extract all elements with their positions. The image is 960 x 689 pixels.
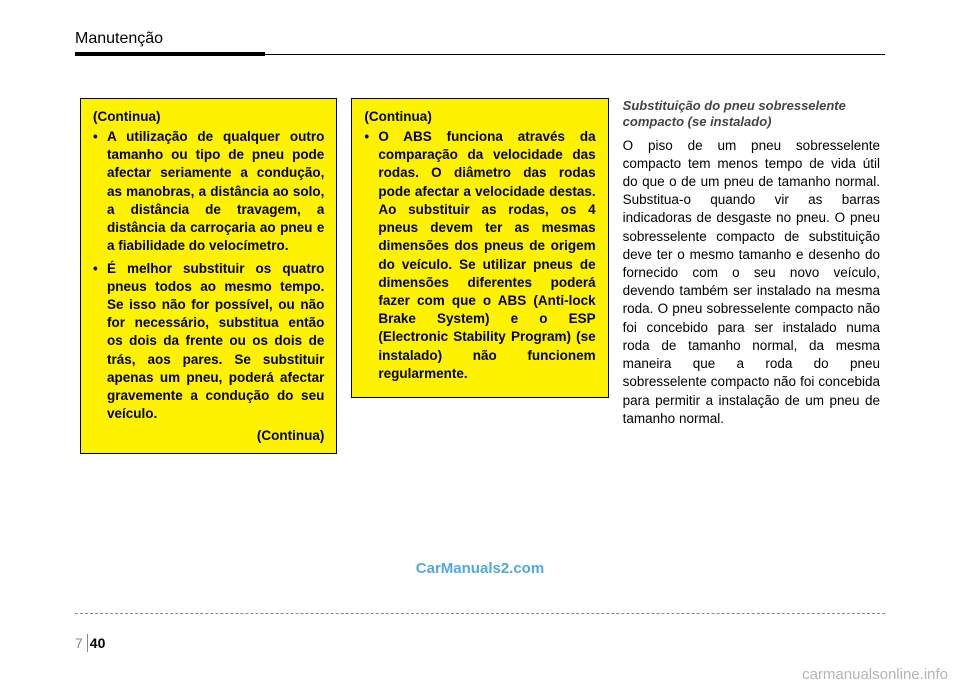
body-paragraph: O piso de um pneu sobresselente compacto… bbox=[623, 137, 880, 429]
page: Manutenção (Continua) A utilização de qu… bbox=[0, 0, 960, 689]
bullet-list: O ABS funciona através da comparação da … bbox=[364, 128, 595, 383]
section-number: 7 bbox=[75, 635, 83, 651]
footer-dashed-rule bbox=[75, 613, 885, 614]
bullet-list: A utilização de qualquer outro tamanho o… bbox=[93, 128, 324, 424]
bullet-item: É melhor substituir os quatro pneus todo… bbox=[93, 260, 324, 424]
content-columns: (Continua) A utilização de qualquer outr… bbox=[80, 98, 880, 454]
column-1: (Continua) A utilização de qualquer outr… bbox=[80, 98, 337, 454]
column-3: Substituição do pneu sobresselente compa… bbox=[623, 98, 880, 454]
page-divider bbox=[87, 634, 88, 652]
page-footer: 7 40 bbox=[75, 613, 885, 653]
watermark-center: CarManuals2.com bbox=[0, 560, 960, 577]
continue-label: (Continua) bbox=[93, 109, 324, 124]
subsection-heading: Substituição do pneu sobresselente compa… bbox=[623, 98, 880, 131]
page-header: Manutenção bbox=[75, 30, 885, 58]
bullet-item: O ABS funciona através da comparação da … bbox=[364, 128, 595, 383]
continue-label: (Continua) bbox=[364, 109, 595, 124]
caution-box-2: (Continua) O ABS funciona através da com… bbox=[351, 98, 608, 398]
continue-next: (Continua) bbox=[93, 428, 324, 443]
caution-box-1: (Continua) A utilização de qualquer outr… bbox=[80, 98, 337, 454]
column-2: (Continua) O ABS funciona através da com… bbox=[351, 98, 608, 454]
header-title: Manutenção bbox=[75, 30, 163, 48]
header-rule-thin bbox=[75, 54, 885, 55]
watermark-bottom: carmanualsonline.info bbox=[802, 666, 948, 683]
bullet-item: A utilização de qualquer outro tamanho o… bbox=[93, 128, 324, 256]
page-number: 40 bbox=[90, 635, 106, 651]
page-number-block: 7 40 bbox=[75, 635, 105, 653]
